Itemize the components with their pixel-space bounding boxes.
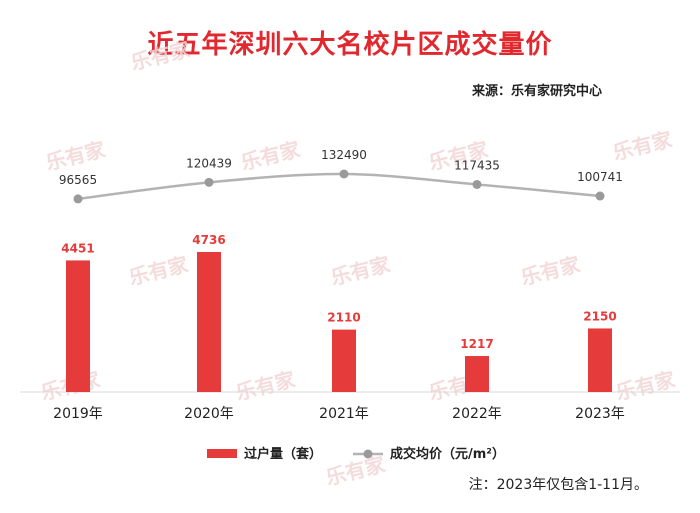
bar-value-label: 2150 [583,309,616,323]
x-tick-label: 2020年 [184,406,234,422]
legend-bar-swatch [207,449,237,458]
legend-bar-label: 过户量（套） [244,446,322,462]
price-value-label: 117435 [454,158,500,172]
bar-2021年 [332,329,356,392]
price-line [77,172,601,201]
bar-value-label: 4451 [61,241,94,255]
x-tick-label: 2022年 [452,406,502,422]
price-value-label: 132490 [321,148,367,162]
bar-value-label: 4736 [192,233,225,247]
bar-2019年 [66,260,90,392]
legend-line-label: 成交均价（元/m²） [390,446,505,462]
price-point [73,194,83,204]
price-point [204,177,214,187]
price-value-label: 100741 [577,170,623,184]
price-value-label: 120439 [186,156,232,170]
x-tick-label: 2023年 [575,406,625,422]
bar-value-label: 2110 [327,311,360,325]
footnote: 注：2023年仅包含1-11月。 [468,477,648,493]
bar-2023年 [588,328,612,392]
chart-title: 近五年深圳六大名校片区成交量价 [147,30,553,60]
price-value-label: 96565 [59,173,97,187]
source-label: 来源：乐有家研究中心 [471,84,602,99]
bar-2020年 [197,252,221,392]
x-tick-label: 2021年 [319,406,369,422]
bar-2022年 [465,356,489,392]
price-point [595,191,605,201]
bar-value-label: 1217 [460,337,493,351]
price-point [472,179,482,189]
x-tick-label: 2019年 [53,406,103,422]
legend-line-marker [363,449,373,459]
price-point [339,169,349,179]
